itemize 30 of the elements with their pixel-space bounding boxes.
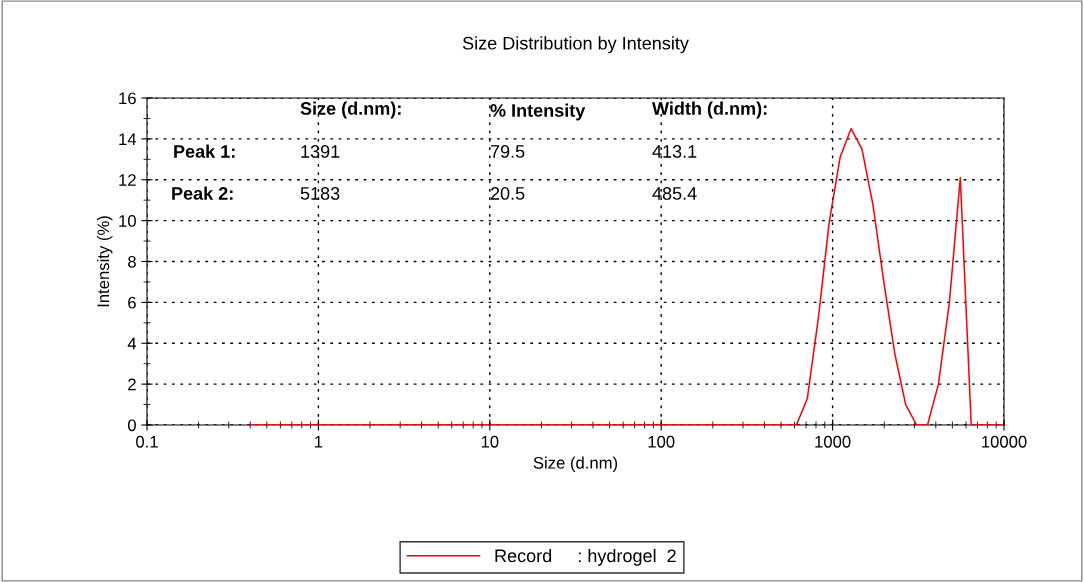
annotation: 79.5 — [490, 145, 525, 158]
annotation: 5183 — [300, 187, 340, 200]
y-tick-label: 10 — [119, 215, 136, 227]
annotation: 1391 — [301, 145, 340, 158]
x-tick-label: 100 — [648, 435, 675, 448]
y-tick-label: 8 — [128, 255, 136, 268]
annotation: 485.4 — [652, 187, 697, 200]
y-tick-label: 4 — [127, 337, 137, 350]
x-axis-title: Size (d.nm) — [533, 456, 618, 473]
y-axis-title: Intensity (%) — [96, 216, 113, 307]
x-tick-label: 10000 — [982, 435, 1027, 448]
y-tick-label: 0 — [127, 419, 136, 432]
annotation: % Intensity — [490, 103, 586, 121]
annotation: Peak 2: — [172, 186, 233, 200]
y-tick-label: 16 — [119, 92, 136, 105]
chart-title: Size Distribution by Intensity — [462, 36, 689, 54]
x-tick-label: 1 — [315, 436, 323, 448]
x-tick-label: 0.1 — [136, 435, 158, 448]
annotation: Width (d.nm): — [652, 101, 767, 119]
annotation: 20.5 — [490, 187, 525, 200]
y-tick-label: 2 — [128, 378, 136, 391]
annotation: Peak 1: — [174, 144, 235, 158]
annotation: 413.1 — [652, 145, 697, 158]
legend-label: Record : hydrogel 2 — [495, 548, 676, 566]
annotation: Size (d.nm): — [300, 101, 401, 119]
x-tick-label: 1000 — [815, 435, 851, 448]
y-tick-label: 14 — [119, 133, 137, 145]
y-tick-label: 12 — [119, 174, 136, 186]
x-tick-label: 10 — [481, 435, 499, 448]
y-tick-label: 6 — [128, 296, 136, 309]
